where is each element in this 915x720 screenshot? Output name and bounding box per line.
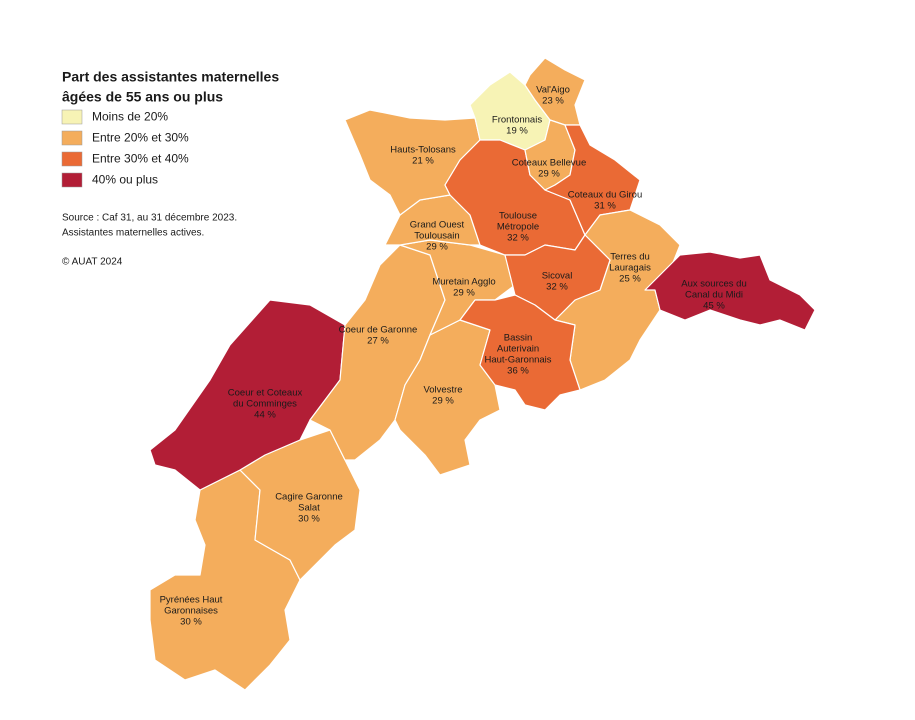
region-name: Salat (298, 503, 320, 514)
copyright: © AUAT 2024 (62, 257, 123, 268)
legend-swatch (61, 109, 83, 125)
region-value: 36 % (507, 366, 529, 377)
region-value: 19 % (506, 126, 528, 137)
region-name: Coteaux Bellevue (512, 158, 586, 169)
region-name: Lauragais (609, 263, 651, 274)
region-value: 44 % (254, 410, 276, 421)
region-value: 30 % (180, 617, 202, 628)
region-value: 25 % (619, 274, 641, 285)
legend-swatch (61, 151, 83, 167)
region (459, 294, 581, 411)
region-name: Coteaux du Girou (568, 190, 642, 201)
region-name: Toulouse (499, 211, 537, 222)
region-name: Toulousain (414, 231, 459, 242)
region-value: 23 % (542, 96, 564, 107)
region-name: Garonnaises (164, 606, 218, 617)
region-name: Coeur et Coteaux (228, 388, 303, 399)
region-value: 32 % (546, 282, 568, 293)
region-name: Coeur de Garonne (339, 325, 418, 336)
region-name: Hauts-Tolosans (390, 145, 456, 156)
region-name: Sicoval (542, 271, 573, 282)
region-name: Muretain Agglo (432, 277, 495, 288)
legend-swatch (61, 172, 83, 188)
region-name: du Comminges (233, 399, 297, 410)
region-name: Cagire Garonne (275, 492, 343, 503)
legend-swatch (61, 130, 83, 146)
region-name: Aux sources du (681, 279, 746, 290)
legend-label: 40% ou plus (92, 173, 158, 187)
region-name: Pyrénées Haut (160, 595, 223, 606)
region-value: 32 % (507, 233, 529, 244)
regions (149, 57, 816, 691)
region-value: 30 % (298, 514, 320, 525)
region (644, 251, 816, 331)
source: Source : Caf 31, au 31 décembre 2023. (62, 213, 237, 224)
region-name: Auterivain (497, 344, 539, 355)
region-value: 29 % (538, 169, 560, 180)
region-value: 21 % (412, 156, 434, 167)
region-name: Val'Aigo (536, 85, 570, 96)
map-title: âgées de 55 ans ou plus (62, 89, 223, 105)
region-name: Haut-Garonnais (484, 355, 551, 366)
region-value: 29 % (426, 242, 448, 253)
legend-label: Moins de 20% (92, 110, 168, 124)
region-name: Canal du Midi (685, 290, 743, 301)
map-title: Part des assistantes maternelles (62, 69, 279, 85)
region-name: Grand Ouest (410, 220, 465, 231)
region-name: Frontonnais (492, 115, 542, 126)
region-name: Volvestre (423, 385, 462, 396)
region-name: Bassin (504, 333, 533, 344)
region-value: 31 % (594, 201, 616, 212)
region-name: Métropole (497, 222, 539, 233)
legend-label: Entre 30% et 40% (92, 152, 189, 166)
legend-label: Entre 20% et 30% (92, 131, 189, 145)
source: Assistantes maternelles actives. (62, 228, 204, 239)
region-value: 45 % (703, 301, 725, 312)
legend: Moins de 20% Entre 20% et 30% Entre 30% et… (61, 109, 189, 188)
region-value: 29 % (432, 396, 454, 407)
region-value: 27 % (367, 336, 389, 347)
region-value: 29 % (453, 288, 475, 299)
region-name: Terres du (610, 252, 650, 263)
